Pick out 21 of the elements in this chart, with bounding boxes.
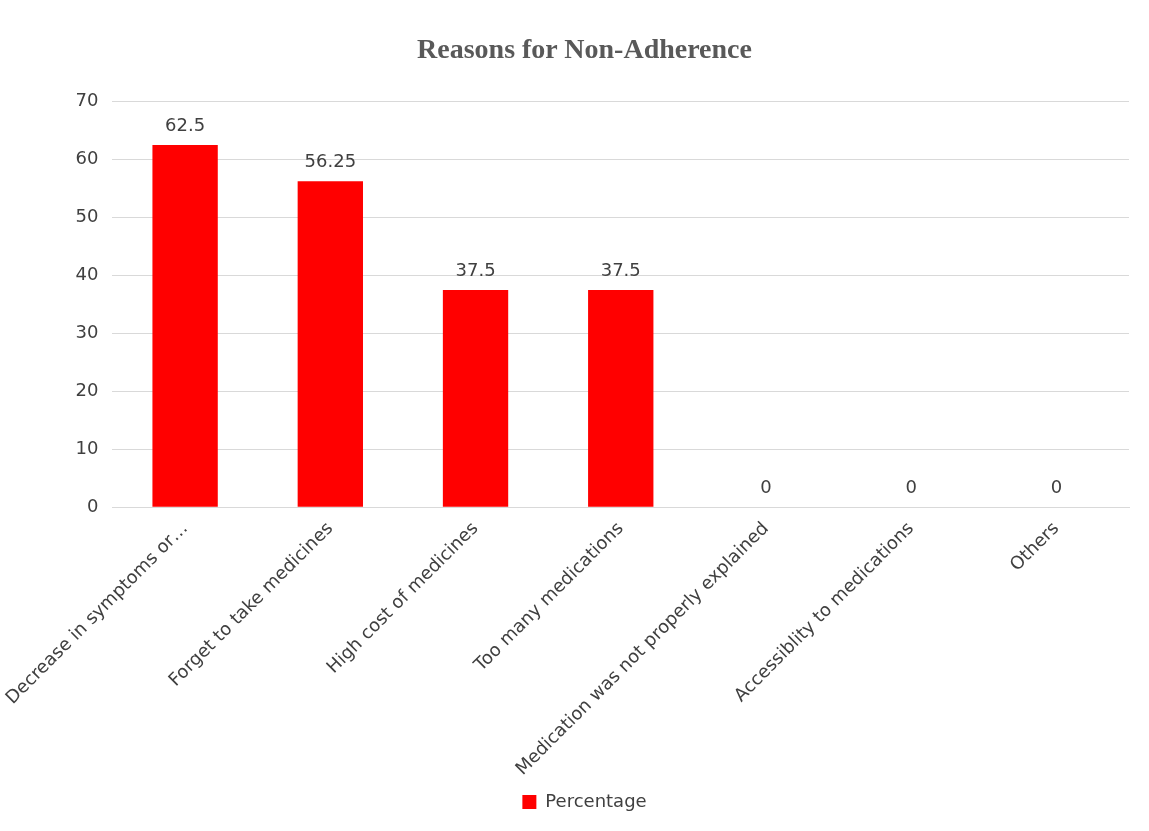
data-label: 62.5: [165, 113, 206, 135]
y-tick-label: 40: [75, 263, 99, 285]
y-tick-label: 20: [75, 378, 99, 400]
data-label: 56.25: [304, 149, 357, 171]
data-label: 37.5: [600, 258, 641, 280]
data-label: 0: [1050, 475, 1063, 497]
bar: [152, 145, 218, 507]
y-tick-label: 60: [75, 147, 99, 169]
data-label: 0: [760, 475, 772, 497]
data-label: 0: [905, 475, 917, 497]
y-tick-label: 70: [75, 89, 99, 111]
data-label: 37.5: [455, 258, 496, 280]
y-tick-label: 30: [75, 321, 99, 343]
y-tick-label: 50: [75, 205, 99, 227]
legend-label: Percentage: [545, 789, 647, 811]
y-tick-label: 10: [75, 436, 99, 458]
bar: [442, 289, 509, 507]
bar: [588, 289, 654, 507]
chart-title: Reasons for Non-Adherence: [417, 33, 752, 65]
y-tick-label: 0: [87, 494, 99, 516]
bar: [297, 181, 363, 507]
